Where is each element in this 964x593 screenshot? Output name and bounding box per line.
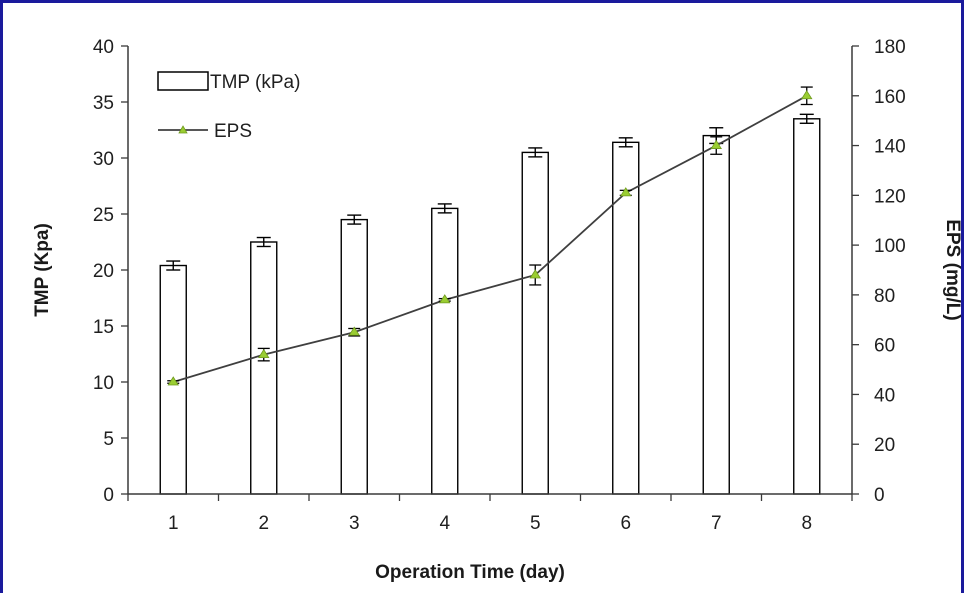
eps-marker: [801, 90, 813, 100]
y2-tick-label: 20: [874, 435, 895, 456]
y2-tick-label: 60: [874, 336, 895, 357]
axes: [121, 45, 859, 501]
y2-tick-label: 40: [874, 385, 895, 406]
tmp-bar: [250, 241, 278, 495]
x-tick-label: 1: [168, 513, 179, 534]
x-tick-label: 8: [801, 513, 812, 534]
y-axis-title: TMP (Kpa): [32, 223, 53, 317]
y2-tick-label: 0: [874, 485, 885, 506]
y-tick-label: 35: [93, 93, 114, 114]
tmp-bar: [793, 118, 821, 495]
legend-label-tmp: TMP (kPa): [210, 72, 300, 93]
eps-line-layer: [167, 86, 813, 386]
y-tick-label: 0: [103, 485, 114, 506]
x-tick-label: 5: [530, 513, 541, 534]
tmp-bar: [521, 151, 549, 495]
eps-marker: [529, 269, 541, 279]
y2-tick-label: 140: [874, 137, 906, 158]
x-tick-label: 2: [258, 513, 269, 534]
x-tick-label: 6: [620, 513, 631, 534]
legend-marker-eps: [178, 125, 188, 134]
legend-label-eps: EPS: [214, 121, 252, 142]
y-tick-label: 25: [93, 205, 114, 226]
eps-marker: [620, 187, 632, 197]
y-tick-label: 5: [103, 429, 114, 450]
tmp-bar: [702, 134, 730, 495]
eps-marker: [167, 376, 179, 386]
eps-line: [172, 94, 808, 383]
y2-tick-label: 180: [874, 37, 906, 58]
tmp-bar: [431, 207, 459, 495]
legend-swatch-tmp: [157, 71, 209, 91]
y2-tick-label: 120: [874, 186, 906, 207]
tmp-bar: [340, 218, 368, 495]
eps-marker: [710, 139, 722, 149]
y-tick-label: 30: [93, 149, 114, 170]
y2-axis-title: EPS (mg/L): [942, 219, 963, 320]
x-tick-label: 4: [439, 513, 450, 534]
y-tick-label: 15: [93, 317, 114, 338]
x-tick-label: 3: [349, 513, 360, 534]
y2-tick-label: 80: [874, 286, 895, 307]
tmp-bars: [159, 118, 821, 495]
x-tick-label: 7: [711, 513, 722, 534]
legend: TMP (kPa) EPS: [157, 71, 300, 142]
y-tick-label: 10: [93, 373, 114, 394]
y2-tick-label: 160: [874, 87, 906, 108]
eps-marker: [258, 348, 270, 359]
eps-marker: [439, 294, 451, 304]
x-axis-title: Operation Time (day): [375, 562, 565, 583]
eps-marker: [348, 326, 360, 336]
tick-labels: 0510152025303540020406080100120140160180…: [93, 37, 906, 534]
y-tick-label: 20: [93, 261, 114, 282]
y-tick-label: 40: [93, 37, 114, 58]
y2-tick-label: 100: [874, 236, 906, 257]
